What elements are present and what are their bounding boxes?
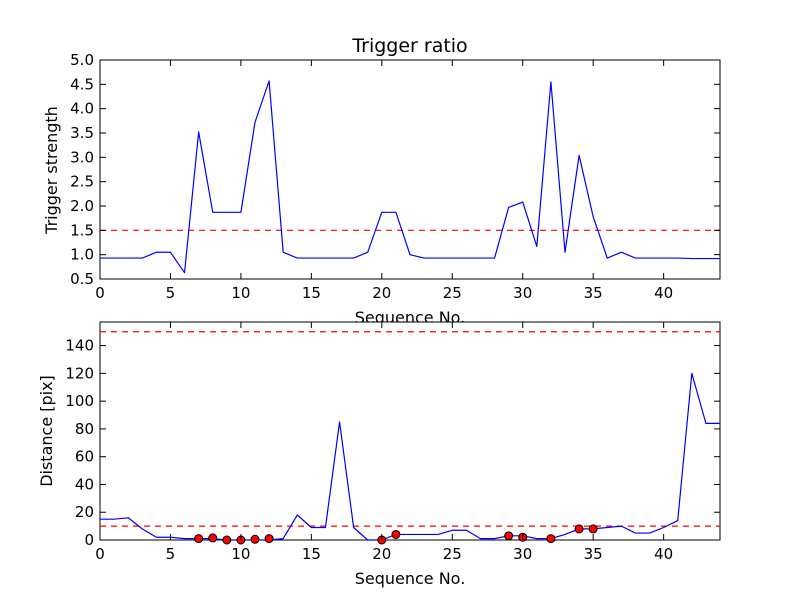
bottom-y-tick-label: 140 [65, 337, 94, 355]
trigger-strength-axes: 0 5 10 15 20 25 30 35 40 0.5 1.0 1.5 2.0 2.5 3.0 3.5 4.… [42, 51, 721, 327]
bottom-marker-point [194, 534, 204, 544]
bottom-marker-point [264, 534, 274, 544]
bottom-x-tick-label: 10 [231, 545, 250, 563]
top-y-axis-label: Trigger strength [42, 106, 61, 235]
bottom-y-tick-label: 80 [75, 420, 94, 438]
bottom-x-tick-label: 15 [302, 545, 321, 563]
bottom-marker-point [208, 533, 218, 543]
bottom-y-tick-label: 100 [65, 392, 94, 410]
bottom-x-tick-label: 5 [166, 545, 176, 563]
top-x-tick-label: 30 [513, 284, 532, 302]
chart-title: Trigger ratio [351, 35, 467, 57]
top-y-tick-label: 3.5 [70, 124, 94, 142]
bottom-y-ticks: 0 20 40 60 80 100 120 140 [65, 337, 720, 549]
bottom-x-tick-label: 30 [513, 545, 532, 563]
top-x-tick-label: 0 [95, 284, 105, 302]
top-x-tick-label: 35 [584, 284, 603, 302]
bottom-y-tick-label: 0 [84, 531, 94, 549]
bottom-marker-point [222, 535, 232, 545]
bottom-y-tick-label: 40 [75, 475, 94, 493]
top-x-tick-label: 25 [443, 284, 462, 302]
bottom-plot-area [100, 331, 720, 545]
top-y-tick-label: 5.0 [70, 51, 94, 69]
top-x-ticks: 0 5 10 15 20 25 30 35 40 [95, 60, 673, 302]
bottom-marker-point [546, 534, 556, 544]
bottom-y-tick-label: 60 [75, 448, 94, 466]
top-x-tick-label: 40 [654, 284, 673, 302]
top-y-tick-label: 4.0 [70, 100, 94, 118]
top-y-tick-label: 1.5 [70, 221, 94, 239]
bottom-axes-frame [99, 321, 721, 541]
top-series-line-0 [100, 80, 720, 274]
bottom-x-tick-label: 25 [443, 545, 462, 563]
bottom-marker-point [391, 529, 401, 539]
top-y-tick-label: 3.0 [70, 148, 94, 166]
bottom-marker-point [588, 524, 598, 534]
bottom-y-tick-label: 20 [75, 503, 94, 521]
top-x-tick-label: 5 [166, 284, 176, 302]
bottom-x-tick-label: 40 [654, 545, 673, 563]
top-plot-area [100, 80, 720, 274]
bottom-x-tick-label: 0 [95, 545, 105, 563]
top-y-tick-label: 4.5 [70, 75, 94, 93]
bottom-y-tick-label: 120 [65, 364, 94, 382]
top-axes-frame [99, 59, 721, 280]
bottom-x-axis-label: Sequence No. [355, 569, 466, 588]
bottom-x-tick-label: 20 [372, 545, 391, 563]
top-y-tick-label: 1.0 [70, 246, 94, 264]
top-x-tick-label: 10 [231, 284, 250, 302]
top-x-tick-label: 20 [372, 284, 391, 302]
bottom-series-line-0 [100, 372, 720, 541]
bottom-y-axis-label: Distance [pix] [37, 375, 56, 487]
top-x-tick-label: 15 [302, 284, 321, 302]
bottom-x-ticks: 0 5 10 15 20 25 30 35 40 [95, 322, 673, 563]
bottom-marker-point [250, 534, 260, 544]
bottom-marker-point [574, 524, 584, 534]
top-y-tick-label: 0.5 [70, 270, 94, 288]
top-y-tick-label: 2.0 [70, 197, 94, 215]
distance-axes: 0 5 10 15 20 25 30 35 40 0 20 40 60 80 100 120 140 Sequ… [37, 321, 721, 588]
top-y-ticks: 0.5 1.0 1.5 2.0 2.5 3.0 3.5 4.0 4.5 5.0 [70, 51, 720, 288]
bottom-x-tick-label: 35 [584, 545, 603, 563]
top-y-tick-label: 2.5 [70, 173, 94, 191]
bottom-marker-point [504, 531, 514, 541]
